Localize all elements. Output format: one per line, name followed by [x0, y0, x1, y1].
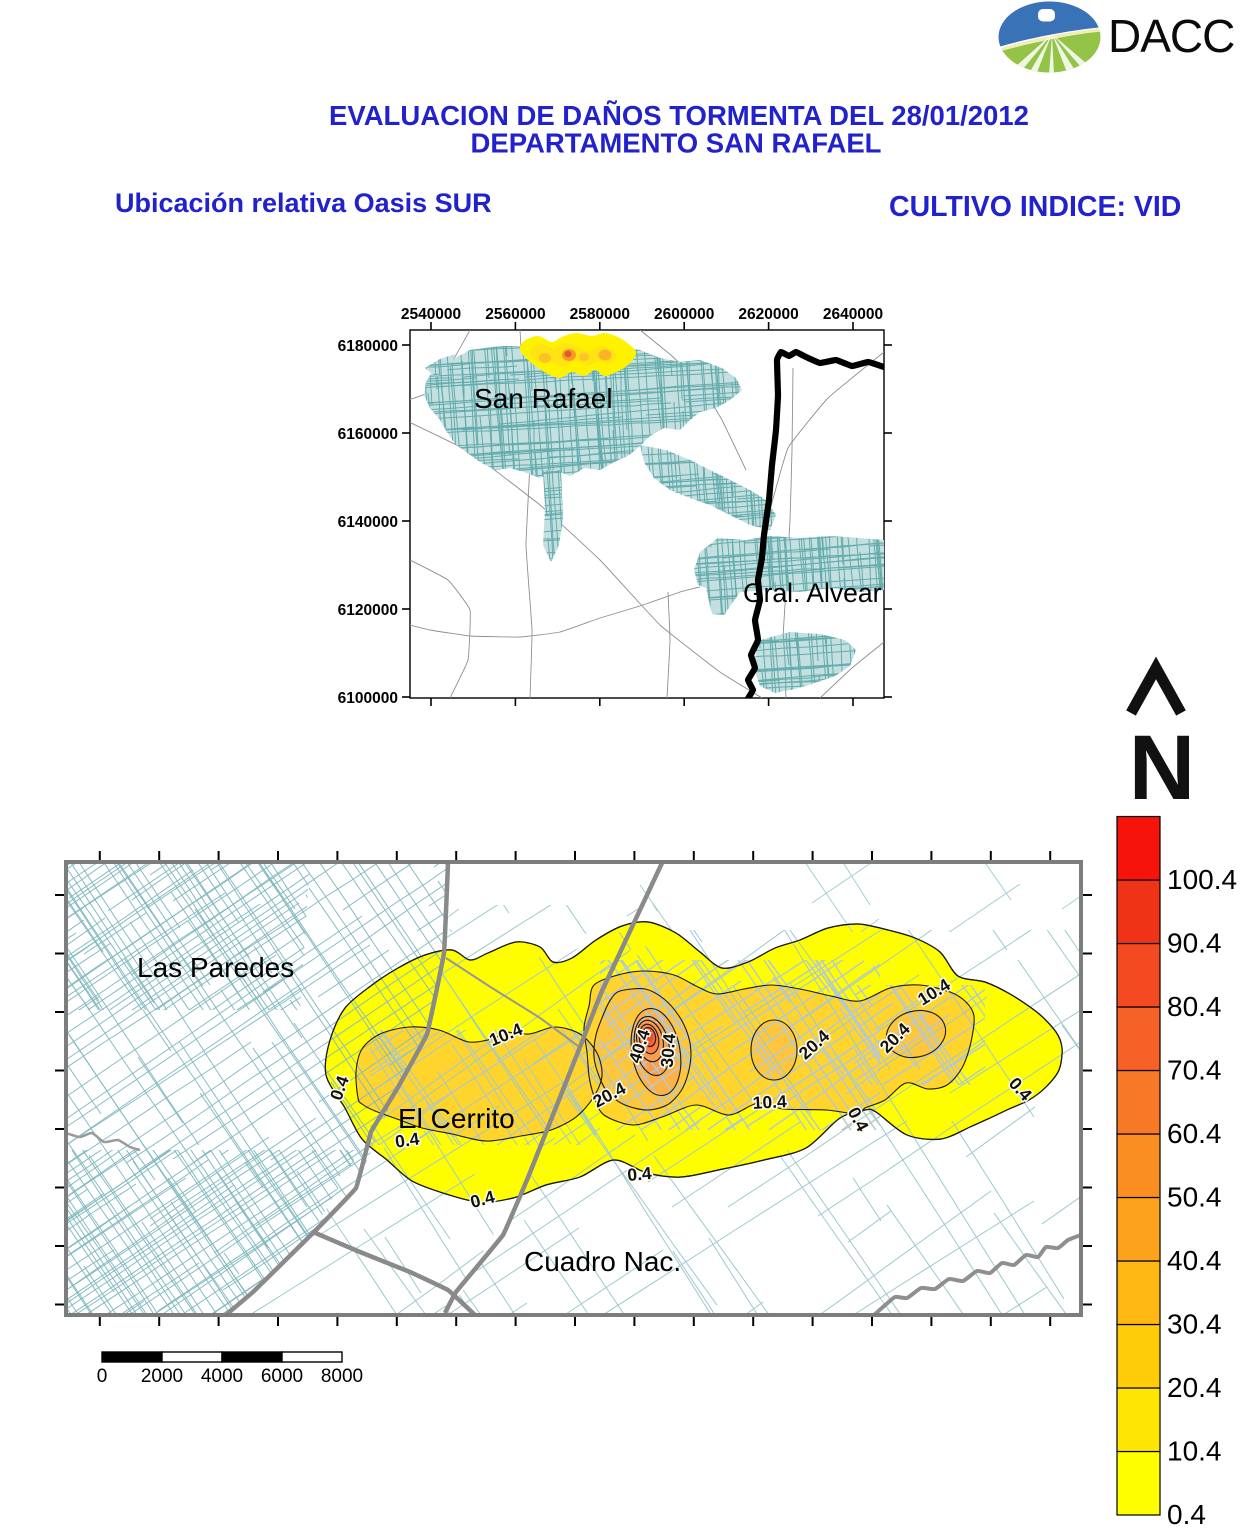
svg-text:Ubicación relativa Oasis SUR: Ubicación relativa Oasis SUR [115, 188, 492, 218]
svg-text:2600000: 2600000 [654, 306, 714, 323]
svg-text:San Rafael: San Rafael [474, 383, 613, 414]
svg-text:6100000: 6100000 [338, 690, 398, 707]
svg-text:2620000: 2620000 [738, 306, 798, 323]
svg-text:Gral. Alvear: Gral. Alvear [743, 578, 882, 608]
svg-text:EVALUACION DE DAÑOS TORMENTA D: EVALUACION DE DAÑOS TORMENTA DEL 28/01/2… [329, 100, 1029, 131]
svg-text:6180000: 6180000 [338, 338, 398, 355]
svg-text:6140000: 6140000 [338, 514, 398, 531]
svg-text:2580000: 2580000 [570, 306, 630, 323]
svg-text:CULTIVO INDICE: VID: CULTIVO INDICE: VID [889, 191, 1181, 223]
svg-text:2540000: 2540000 [401, 306, 461, 323]
svg-text:DEPARTAMENTO SAN RAFAEL: DEPARTAMENTO SAN RAFAEL [471, 128, 882, 159]
svg-text:DACC: DACC [1108, 10, 1234, 62]
svg-text:N: N [1129, 717, 1195, 819]
svg-text:6120000: 6120000 [338, 602, 398, 619]
svg-text:2640000: 2640000 [823, 306, 883, 323]
svg-text:2560000: 2560000 [485, 306, 545, 323]
svg-text:6160000: 6160000 [338, 426, 398, 443]
